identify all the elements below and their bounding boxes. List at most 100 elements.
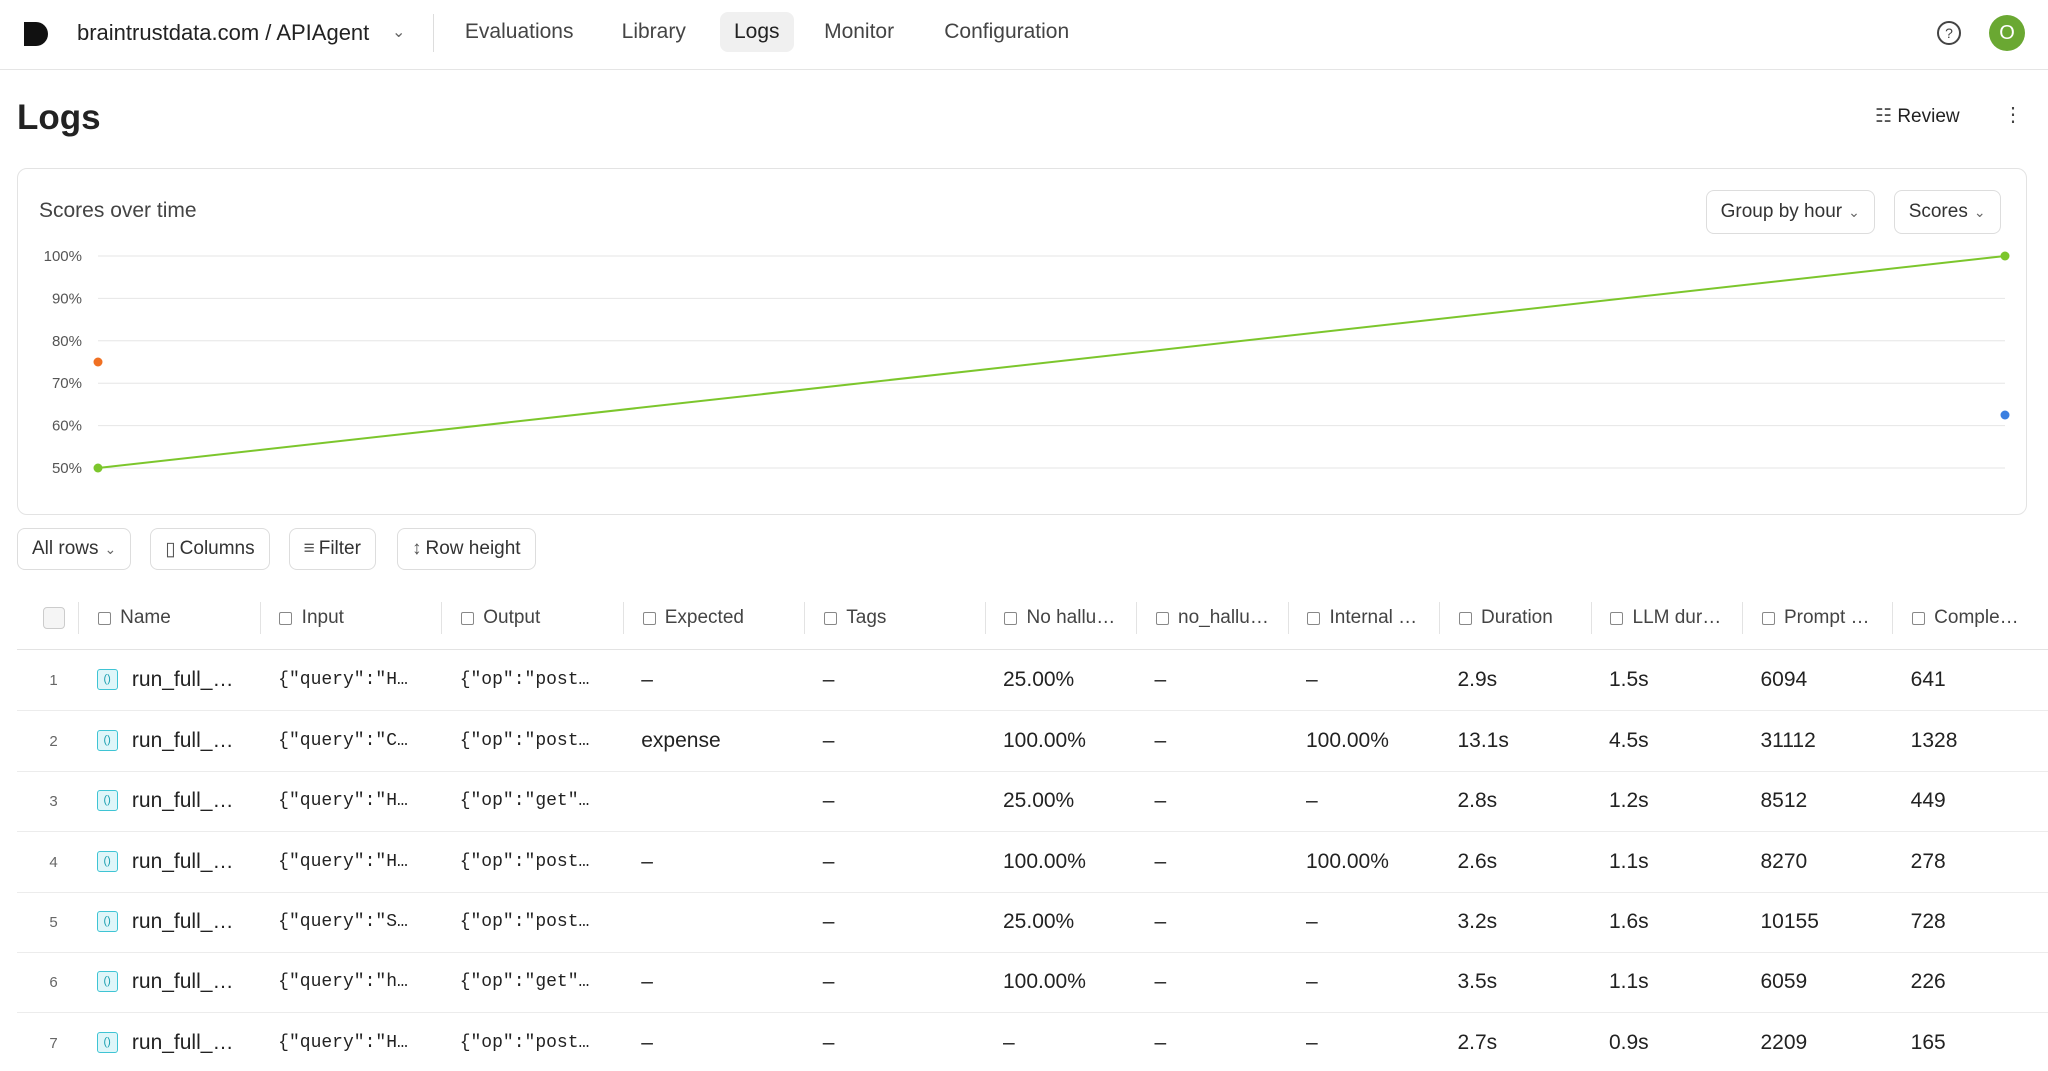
column-header[interactable]: Output [483,607,541,628]
toolbar-button[interactable]: ↕ Row height [397,528,536,570]
cell: {"op":"get"… [459,972,590,993]
cell: {"query":"h… [278,972,408,993]
cell: 100.00% [1306,728,1389,752]
column-header[interactable]: Prompt … [1783,607,1870,628]
column-header[interactable]: Duration [1481,607,1553,628]
span-icon: () [96,1032,118,1054]
column-header[interactable]: no_hallu… [1178,607,1269,628]
column-header[interactable]: Expected [664,607,744,628]
column-header[interactable]: Name [120,607,171,628]
cell: – [641,970,653,994]
cell: 2209 [1760,1031,1808,1055]
toolbar-button[interactable]: ≡ Filter [288,528,376,570]
row-index: 7 [49,1035,58,1053]
cell[interactable]: run_full_… [131,910,234,934]
cell[interactable]: run_full_… [131,728,234,752]
column-header[interactable]: LLM dur… [1632,607,1722,628]
cell[interactable]: run_full_… [131,1031,234,1055]
help-icon[interactable]: ? [1934,18,1964,48]
cell[interactable]: run_full_… [131,849,234,873]
y-tick-label: 60% [52,418,82,435]
cell[interactable]: run_full_… [131,788,234,812]
row-border [17,1012,2048,1014]
column-divider [1742,602,1744,634]
cell: – [1154,849,1167,873]
cell: expense [641,728,721,752]
column-header[interactable]: Input [301,607,344,628]
column-icon [1307,612,1321,625]
nav-tab[interactable]: Evaluations [464,20,574,43]
column-header[interactable]: Comple… [1934,607,2019,628]
column-header[interactable]: Tags [846,607,887,628]
button-label: Filter [318,538,361,559]
column-icon [1155,612,1169,625]
cell: 2.9s [1457,668,1498,692]
cell: – [1154,1031,1167,1055]
brand[interactable]: braintrustdata.com / APIAgent [77,20,370,45]
column-divider [1590,602,1592,634]
cell: 226 [1910,970,1946,994]
cell: 8270 [1760,849,1808,873]
column-icon [824,612,838,625]
cell: 25.00% [1003,668,1075,692]
cell[interactable]: run_full_… [131,970,234,994]
cell: {"query":"H… [278,790,408,811]
toolbar-button[interactable]: ▯ Columns [150,528,270,570]
point [2000,251,2010,261]
cell: 3.2s [1457,910,1498,934]
column-icon [1911,612,1925,625]
cell: 8512 [1760,788,1808,812]
cell: 1.5s [1608,668,1649,692]
cell[interactable]: run_full_… [131,668,234,692]
row-index: 1 [49,672,58,690]
toolbar-button[interactable]: All rows ⌄ [16,528,132,570]
cell: 13.1s [1457,728,1509,752]
row-border [17,952,2048,954]
column-divider [1892,602,1894,634]
cell: 2.8s [1457,788,1498,812]
nav-tab[interactable]: Monitor [824,20,895,43]
chart-card [17,168,2027,515]
cell: 1.2s [1608,788,1649,812]
review-button[interactable]: ☷ Review [1875,106,1960,127]
cell: {"op":"post… [459,1033,590,1054]
column-divider [259,602,261,634]
column-header[interactable]: No hallu… [1026,607,1116,628]
nav-tab[interactable]: Library [621,20,686,43]
chart-control[interactable]: Scores ⌄ [1893,190,2001,234]
select-all[interactable] [43,607,66,629]
span-icon: () [96,971,118,993]
cell: – [822,728,835,752]
nav-tab[interactable]: Configuration [944,20,1070,43]
cell: {"op":"post… [459,851,590,872]
y-tick-label: 90% [52,290,82,307]
review-label: Review [1897,106,1960,127]
avatar[interactable]: O [1989,15,2025,51]
button-label: Row height [425,538,521,559]
nav-tab[interactable]: Logs [719,12,794,52]
span-icon: () [96,850,118,872]
cell: – [641,668,653,692]
cell: – [641,849,653,873]
column-divider [78,602,80,634]
cell: 10155 [1760,910,1819,934]
svg-text:?: ? [1945,25,1953,41]
y-tick-label: 80% [52,333,82,350]
column-divider [1439,602,1441,634]
chart-control[interactable]: Group by hour ⌄ [1705,190,1875,234]
y-tick-label: 100% [44,248,82,265]
row-index: 2 [49,732,58,750]
cell: {"query":"H… [278,851,408,872]
row-border [17,770,2048,772]
column-icon [1761,612,1775,625]
cell: 31112 [1760,728,1816,752]
cell: – [822,910,835,934]
point [93,463,103,473]
more-button[interactable]: ⋮ [2003,104,2023,126]
column-icon [1004,612,1018,625]
cell: – [1154,910,1167,934]
cell: {"op":"post… [459,912,590,933]
cell: 0.9s [1608,1031,1649,1055]
column-header[interactable]: Internal … [1329,607,1418,628]
page-title: Logs [17,98,101,137]
